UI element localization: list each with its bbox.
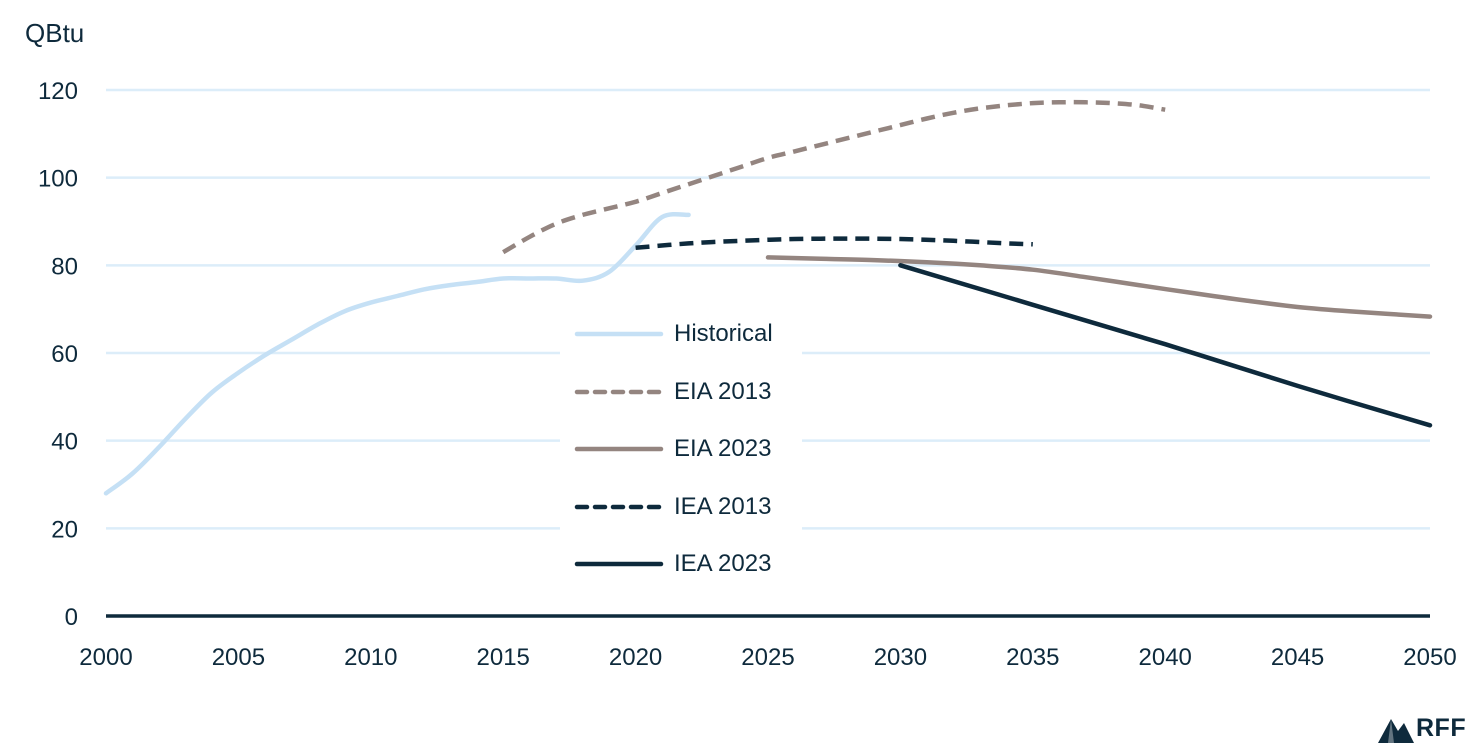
y-tick-label: 0	[65, 604, 78, 631]
legend-swatch	[574, 331, 664, 337]
legend-label: EIA 2013	[674, 377, 772, 405]
legend-swatch	[574, 389, 664, 394]
series-line-eia-2023	[765, 255, 1433, 319]
y-axis-ticks: 0 20 40 60 80 100 120	[38, 78, 78, 631]
gridlines	[106, 88, 1430, 618]
series-line-eia-2013	[502, 99, 1166, 255]
legend-swatch	[574, 446, 664, 452]
x-tick-label: 2040	[1139, 644, 1192, 671]
legend-item: IEA 2013	[574, 487, 771, 527]
x-tick-label: 2030	[874, 644, 927, 671]
legend-label: IEA 2013	[674, 492, 772, 520]
logo-text: RFF	[1416, 714, 1467, 742]
legend-swatch	[574, 504, 664, 509]
series-line-iea-2023	[898, 263, 1433, 428]
y-tick-label: 20	[51, 516, 78, 543]
x-tick-label: 2045	[1271, 644, 1324, 671]
legend-item: Historical	[574, 314, 773, 354]
y-tick-label: 60	[51, 341, 78, 368]
y-tick-label: 40	[51, 429, 78, 456]
legend-label: Historical	[674, 320, 773, 347]
series-line-iea-2013	[635, 236, 1033, 251]
rff-logo: RFF	[1376, 712, 1480, 744]
legend-label: EIA 2023	[674, 435, 772, 462]
x-tick-label: 2005	[212, 644, 265, 671]
x-tick-label: 2020	[609, 644, 662, 671]
x-tick-label: 2025	[741, 644, 794, 671]
x-axis-ticks: 2000 2005 2010 2015 2020 2025 2030 2035 2040 2045…	[79, 644, 1456, 671]
legend-label: IEA 2023	[674, 550, 772, 577]
legend-item: EIA 2023	[574, 429, 771, 469]
x-tick-label: 2050	[1403, 644, 1456, 671]
x-tick-label: 2035	[1006, 644, 1059, 671]
x-tick-label: 2015	[477, 644, 530, 671]
legend: Historical EIA 2013 EIA 2023 IEA 2013 IEA 20…	[560, 308, 802, 588]
mountain-icon	[1378, 719, 1414, 743]
legend-item: IEA 2023	[574, 544, 771, 584]
y-tick-label: 80	[51, 253, 78, 280]
legend-swatch	[574, 561, 664, 567]
series-lines	[103, 99, 1433, 496]
y-tick-label: 100	[38, 166, 78, 193]
x-tick-label: 2000	[79, 644, 132, 671]
legend-item: EIA 2013	[574, 372, 771, 412]
series-line-historical	[103, 211, 691, 496]
y-axis-label: QBtu	[25, 18, 85, 48]
x-tick-label: 2010	[344, 644, 397, 671]
y-tick-label: 120	[38, 78, 78, 105]
